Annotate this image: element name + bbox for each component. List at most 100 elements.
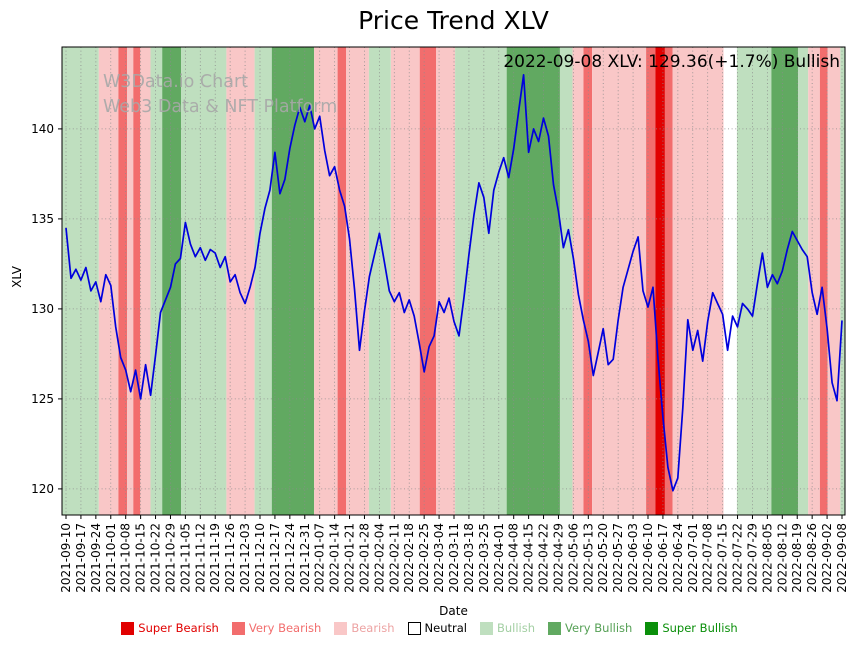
sentiment-band-very_bearish (819, 47, 828, 515)
x-tick-label: 2022-07-01 (686, 523, 700, 593)
legend-label: Bearish (351, 621, 395, 635)
x-tick-label: 2022-09-02 (820, 523, 834, 593)
watermark-line2: Web3 Data & NFT Platform (103, 97, 338, 118)
x-tick-label: 2022-02-25 (417, 523, 431, 593)
x-tick-label: 2021-10-08 (119, 523, 133, 593)
legend-swatch-icon (548, 621, 562, 635)
x-tick-label: 2022-05-13 (581, 523, 595, 593)
legend-label: Bullish (496, 621, 536, 635)
x-tick-label: 2022-03-25 (477, 523, 491, 593)
sentiment-band-bullish (254, 47, 272, 515)
legend-label: Super Bearish (138, 621, 219, 635)
x-tick-label: 2022-04-08 (507, 523, 521, 593)
x-tick-label: 2022-01-28 (357, 523, 371, 593)
x-tick-label: 2022-03-04 (432, 523, 446, 593)
sentiment-band-very_bearish (664, 47, 673, 515)
legend-label: Very Bullish (565, 621, 633, 635)
x-tick-label: 2021-11-26 (223, 523, 237, 593)
price-line-XLV (65, 74, 843, 492)
legend-item-super-bullish: Super Bullish (645, 621, 738, 635)
sentiment-band-very_bullish (506, 47, 560, 515)
sentiment-band-bullish (560, 47, 573, 515)
x-tick-label: 2022-06-10 (641, 523, 655, 593)
sentiment-band-very_bullish (271, 47, 315, 515)
latest-price-annotation: 2022-09-08 XLV: 129.36(+1.7%) Bullish (503, 52, 840, 72)
sentiment-band-very_bearish (118, 47, 127, 515)
legend-swatch-icon (645, 621, 659, 635)
x-tick-label: 2022-04-15 (522, 523, 536, 593)
x-tick-label: 2021-12-17 (268, 523, 282, 593)
y-tick-label: 135 (31, 212, 54, 226)
sentiment-band-neutral (723, 47, 737, 515)
sentiment-band-bullish (455, 47, 507, 515)
x-tick-label: 2021-12-10 (253, 523, 267, 593)
x-tick-label: 2022-07-15 (716, 523, 730, 593)
x-tick-label: 2021-11-19 (208, 523, 222, 593)
x-tick-label: 2021-10-22 (149, 523, 163, 593)
sentiment-band-bullish (181, 47, 227, 515)
x-tick-label: 2021-09-24 (89, 523, 103, 593)
sentiment-band-bearish (827, 47, 841, 515)
x-tick-label: 2022-09-08 (835, 523, 849, 593)
x-tick-label: 2022-07-29 (745, 523, 759, 593)
page-title: Price Trend XLV (358, 6, 549, 35)
y-tick-label: 140 (31, 122, 54, 136)
x-tick-label: 2022-07-08 (701, 523, 715, 593)
x-tick-label: 2022-04-01 (492, 523, 506, 593)
x-tick-label: 2021-09-17 (74, 523, 88, 593)
x-tick-label: 2021-12-03 (238, 523, 252, 593)
sentiment-band-bullish (840, 47, 845, 515)
legend-swatch-icon (334, 621, 348, 635)
x-tick-label: 2022-05-27 (611, 523, 625, 593)
x-tick-label: 2022-07-22 (731, 523, 745, 593)
legend-item-very-bearish: Very Bearish (231, 621, 321, 635)
x-tick-label: 2022-06-03 (626, 523, 640, 593)
legend-item-very-bullish: Very Bullish (548, 621, 632, 635)
x-tick-label: 2022-02-04 (372, 523, 386, 593)
x-tick-label: 2021-09-10 (59, 523, 73, 593)
x-tick-label: 2022-04-22 (537, 523, 551, 593)
x-tick-label: 2022-08-26 (805, 523, 819, 593)
x-tick-label: 2022-01-21 (343, 523, 357, 593)
y-tick-label: 125 (31, 392, 54, 406)
watermark: W3Data.io Chart Web3 Data & NFT Platform (103, 70, 337, 121)
x-tick-label: 2022-04-29 (551, 523, 565, 593)
y-tick-label: 120 (31, 482, 54, 496)
x-tick-label: 2022-06-17 (656, 523, 670, 593)
sentiment-band-very_bearish (646, 47, 656, 515)
x-tick-label: 2022-08-12 (775, 523, 789, 593)
sentiment-band-very_bearish (133, 47, 141, 515)
legend-swatch-icon (407, 621, 421, 635)
sentiment-band-bearish (127, 47, 134, 515)
x-tick-label: 2022-05-20 (596, 523, 610, 593)
sentiment-band-bearish (140, 47, 151, 515)
legend-item-neutral: Neutral (407, 621, 467, 635)
sentiment-band-very_bearish (337, 47, 347, 515)
sentiment-band-bullish (368, 47, 391, 515)
sentiment-band-bearish (390, 47, 420, 515)
sentiment-band-bearish (314, 47, 338, 515)
x-tick-label: 2022-02-18 (402, 523, 416, 593)
legend-item-bullish: Bullish (479, 621, 536, 635)
watermark-line1: W3Data.io Chart (103, 72, 249, 92)
x-axis-label: Date (439, 604, 468, 618)
sentiment-band-bearish (436, 47, 456, 515)
legend-swatch-icon (479, 621, 493, 635)
x-tick-label: 2022-08-05 (760, 523, 774, 593)
sentiment-band-bullish (62, 47, 99, 515)
y-axis-label: XLV (9, 266, 24, 288)
legend-item-super-bearish: Super Bearish (121, 621, 219, 635)
x-tick-label: 2022-01-14 (328, 523, 342, 593)
sentiment-band-very_bearish (419, 47, 437, 515)
x-tick-label: 2021-10-29 (163, 523, 177, 593)
legend-label: Super Bullish (662, 621, 738, 635)
x-tick-label: 2022-06-24 (671, 523, 685, 593)
x-tick-label: 2022-03-11 (447, 523, 461, 593)
legend-swatch-icon (121, 621, 135, 635)
sentiment-band-very_bearish (583, 47, 593, 515)
sentiment-band-super_bearish (655, 47, 665, 515)
sentiment-band-bearish (808, 47, 820, 515)
x-tick-label: 2022-05-06 (566, 523, 580, 593)
